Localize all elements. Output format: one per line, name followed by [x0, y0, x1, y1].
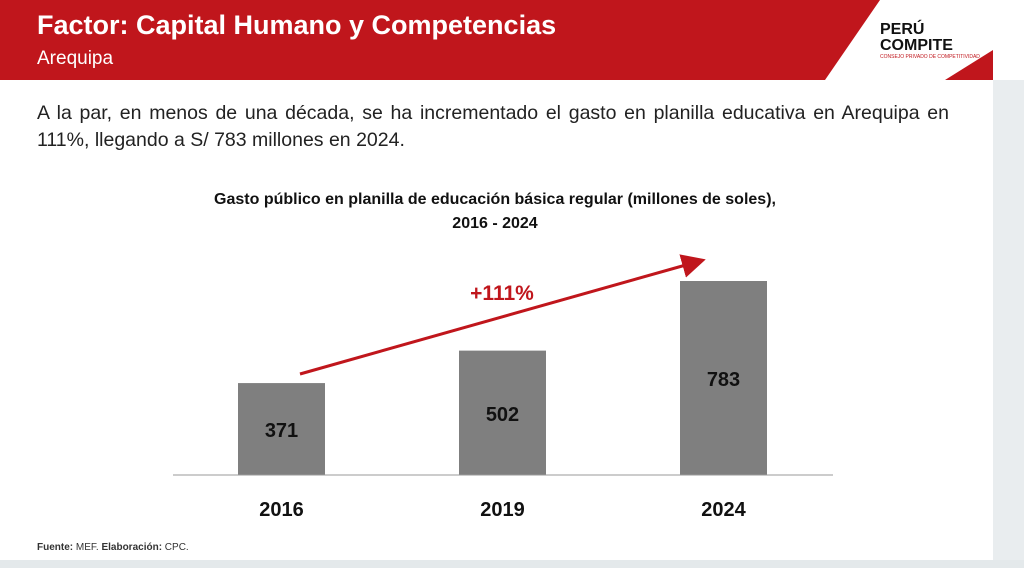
chart-title: Gasto público en planilla de educación b…	[120, 188, 870, 236]
data-label-2019: 502	[486, 404, 519, 426]
chart-title-line2: 2016 - 2024	[452, 215, 538, 232]
x-tick-label-2024: 2024	[701, 499, 746, 521]
growth-annotation: +111%	[470, 282, 534, 305]
logo-line1: PERÚ	[880, 21, 925, 38]
page-subtitle: Arequipa	[37, 48, 114, 69]
x-tick-label-2016: 2016	[259, 499, 304, 521]
bottom-strip	[0, 560, 1024, 568]
bar-2016	[238, 383, 325, 475]
chart-title-line1: Gasto público en planilla de educación b…	[214, 191, 776, 208]
bar-2019	[459, 350, 546, 475]
growth-arrow	[299, 254, 706, 376]
logo-tag: CONSEJO PRIVADO DE COMPETITIVIDAD	[880, 54, 980, 60]
data-label-2016: 371	[265, 420, 298, 442]
lead-text: A la par, en menos de una década, se ha …	[37, 102, 949, 151]
peru-compite-logo: PERÚ COMPITE CONSEJO PRIVADO DE COMPETIT…	[880, 21, 980, 61]
logo-line2: COMPITE	[880, 37, 953, 54]
header-background	[0, 0, 993, 80]
header-banner	[0, 0, 1024, 80]
bar-2024	[680, 281, 767, 475]
source-note: Fuente: MEF. Elaboración: CPC.	[37, 542, 189, 553]
side-strip	[993, 80, 1024, 568]
page-title: Factor: Capital Humano y Competencias	[37, 10, 557, 40]
data-label-2024: 783	[707, 369, 740, 391]
x-tick-label-2019: 2019	[480, 499, 525, 521]
